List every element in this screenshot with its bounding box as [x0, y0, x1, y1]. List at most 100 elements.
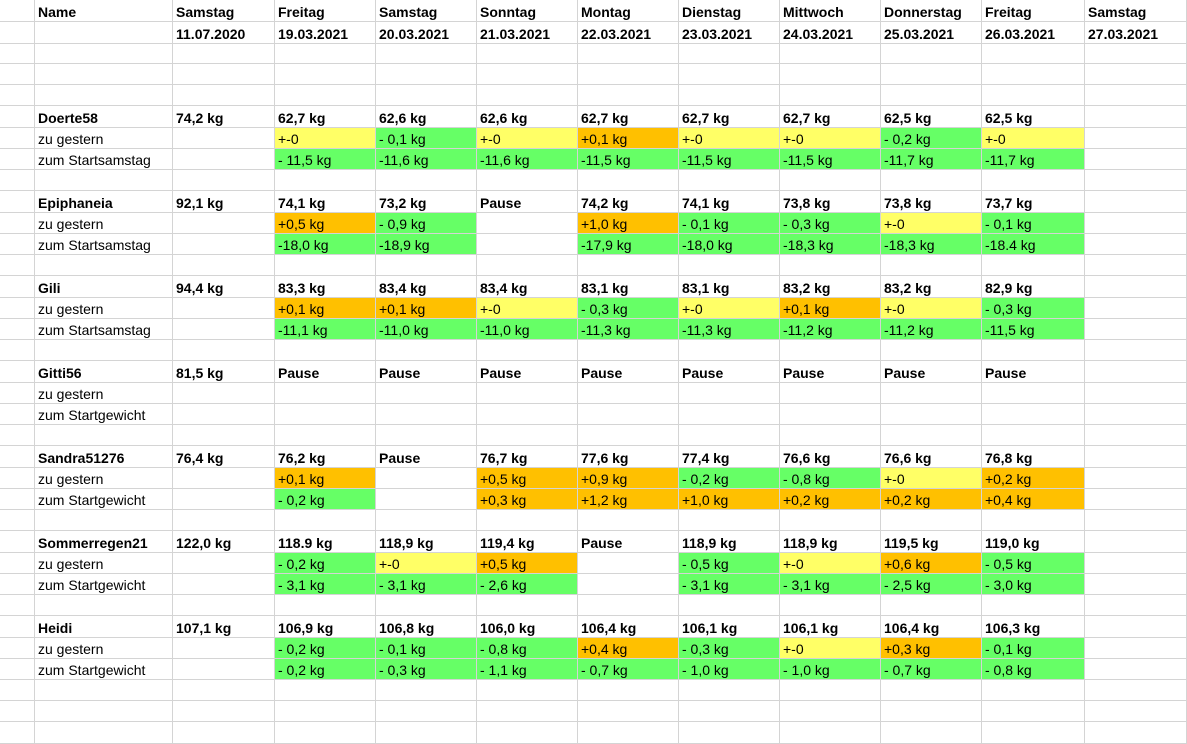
weight-cell[interactable]: 106,4 kg: [578, 616, 679, 638]
delta-start-cell[interactable]: - 1,1 kg: [477, 659, 578, 680]
delta-start-cell[interactable]: +0,3 kg: [477, 489, 578, 510]
empty-cell[interactable]: [477, 64, 578, 85]
delta-day-cell[interactable]: - 0,3 kg: [679, 638, 780, 659]
header-weekday[interactable]: Freitag: [275, 0, 376, 22]
delta-start-cell[interactable]: -11,5 kg: [780, 149, 881, 170]
empty-cell[interactable]: [376, 510, 477, 531]
weight-cell[interactable]: 73,8 kg: [780, 191, 881, 213]
delta-day-cell[interactable]: [578, 553, 679, 574]
delta-start-cell[interactable]: [1085, 574, 1187, 595]
weight-cell[interactable]: 62,7 kg: [578, 106, 679, 128]
empty-cell[interactable]: [376, 255, 477, 276]
empty-cell[interactable]: [173, 340, 275, 361]
weight-cell[interactable]: 62,6 kg: [477, 106, 578, 128]
weight-cell[interactable]: 92,1 kg: [173, 191, 275, 213]
delta-start-cell[interactable]: [477, 404, 578, 425]
delta-start-cell[interactable]: [1085, 489, 1187, 510]
delta-start-cell[interactable]: [173, 574, 275, 595]
delta-start-cell[interactable]: [881, 404, 982, 425]
weight-cell[interactable]: 76,6 kg: [881, 446, 982, 468]
delta-day-cell[interactable]: - 0,3 kg: [982, 298, 1085, 319]
delta-start-cell[interactable]: [173, 234, 275, 255]
header-date[interactable]: 22.03.2021: [578, 22, 679, 44]
weight-cell[interactable]: 119,4 kg: [477, 531, 578, 553]
row-label-start[interactable]: zum Startsamstag: [35, 319, 173, 340]
empty-cell[interactable]: [578, 64, 679, 85]
weight-cell[interactable]: 76,6 kg: [780, 446, 881, 468]
header-weekday[interactable]: Samstag: [376, 0, 477, 22]
weight-cell[interactable]: 83,1 kg: [679, 276, 780, 298]
delta-day-cell[interactable]: +0,4 kg: [578, 638, 679, 659]
empty-cell[interactable]: [982, 255, 1085, 276]
empty-cell[interactable]: [477, 425, 578, 446]
weight-cell[interactable]: 62,5 kg: [982, 106, 1085, 128]
empty-cell[interactable]: [780, 85, 881, 106]
empty-cell[interactable]: [173, 85, 275, 106]
weight-cell[interactable]: 83,4 kg: [376, 276, 477, 298]
weight-cell[interactable]: [1085, 616, 1187, 638]
weight-cell[interactable]: 83,2 kg: [780, 276, 881, 298]
weight-cell[interactable]: Pause: [578, 361, 679, 383]
header-weekday[interactable]: Samstag: [1085, 0, 1187, 22]
delta-start-cell[interactable]: - 0,7 kg: [578, 659, 679, 680]
weight-cell[interactable]: 119,0 kg: [982, 531, 1085, 553]
weight-cell[interactable]: Pause: [578, 531, 679, 553]
delta-start-cell[interactable]: [578, 574, 679, 595]
empty-cell[interactable]: [1085, 85, 1187, 106]
delta-start-cell[interactable]: [477, 234, 578, 255]
empty-cell[interactable]: [881, 701, 982, 722]
delta-start-cell[interactable]: [173, 319, 275, 340]
delta-day-cell[interactable]: +0,6 kg: [881, 553, 982, 574]
row-label-start[interactable]: zum Startgewicht: [35, 404, 173, 425]
delta-start-cell[interactable]: -11,5 kg: [578, 149, 679, 170]
delta-day-cell[interactable]: - 0,5 kg: [679, 553, 780, 574]
delta-start-cell[interactable]: [1085, 404, 1187, 425]
weight-cell[interactable]: 62,5 kg: [881, 106, 982, 128]
empty-cell[interactable]: [173, 595, 275, 616]
empty-cell[interactable]: [780, 340, 881, 361]
empty-cell[interactable]: [679, 510, 780, 531]
delta-day-cell[interactable]: +0,1 kg: [376, 298, 477, 319]
empty-cell[interactable]: [376, 64, 477, 85]
participant-name[interactable]: Sommerregen21: [35, 531, 173, 553]
delta-start-cell[interactable]: [780, 404, 881, 425]
empty-cell[interactable]: [35, 255, 173, 276]
empty-cell[interactable]: [780, 255, 881, 276]
empty-cell[interactable]: [1085, 425, 1187, 446]
delta-day-cell[interactable]: [275, 383, 376, 404]
empty-cell[interactable]: [35, 425, 173, 446]
empty-cell[interactable]: [881, 44, 982, 64]
empty-cell[interactable]: [578, 510, 679, 531]
weight-cell[interactable]: 94,4 kg: [173, 276, 275, 298]
empty-cell[interactable]: [982, 64, 1085, 85]
empty-cell[interactable]: [477, 701, 578, 722]
empty-cell[interactable]: [578, 170, 679, 191]
empty-cell[interactable]: [982, 510, 1085, 531]
delta-start-cell[interactable]: [376, 489, 477, 510]
weight-cell[interactable]: 74,1 kg: [275, 191, 376, 213]
delta-start-cell[interactable]: -11,1 kg: [275, 319, 376, 340]
weight-cell[interactable]: 82,9 kg: [982, 276, 1085, 298]
empty-cell[interactable]: [275, 680, 376, 701]
empty-cell[interactable]: [679, 701, 780, 722]
empty-cell[interactable]: [679, 680, 780, 701]
weight-cell[interactable]: [1085, 446, 1187, 468]
empty-cell[interactable]: [35, 170, 173, 191]
empty-cell[interactable]: [275, 85, 376, 106]
empty-cell[interactable]: [376, 722, 477, 744]
empty-cell[interactable]: [1085, 722, 1187, 744]
delta-start-cell[interactable]: - 0,3 kg: [376, 659, 477, 680]
delta-day-cell[interactable]: +0,9 kg: [578, 468, 679, 489]
header-weekday[interactable]: Donnerstag: [881, 0, 982, 22]
empty-cell[interactable]: [881, 680, 982, 701]
delta-start-cell[interactable]: [578, 404, 679, 425]
empty-cell[interactable]: [578, 85, 679, 106]
row-label-zu-gestern[interactable]: zu gestern: [35, 553, 173, 574]
delta-start-cell[interactable]: -18,0 kg: [275, 234, 376, 255]
header-date[interactable]: 19.03.2021: [275, 22, 376, 44]
weight-cell[interactable]: 73,7 kg: [982, 191, 1085, 213]
delta-start-cell[interactable]: - 1,0 kg: [679, 659, 780, 680]
empty-cell[interactable]: [982, 595, 1085, 616]
weight-cell[interactable]: [1085, 106, 1187, 128]
empty-cell[interactable]: [35, 701, 173, 722]
